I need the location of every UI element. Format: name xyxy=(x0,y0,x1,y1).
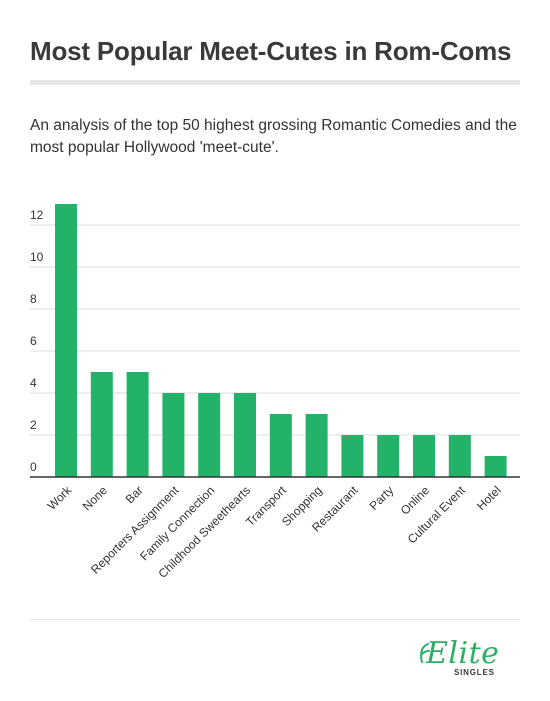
bar xyxy=(234,393,256,477)
logo-subtext: SINGLES xyxy=(454,668,495,677)
bar xyxy=(269,414,292,477)
bar xyxy=(305,414,328,477)
x-tick-label: Party xyxy=(367,483,397,513)
bar xyxy=(162,393,185,477)
y-tick-label: 10 xyxy=(30,250,44,264)
bars xyxy=(30,204,520,478)
y-tick-label: 0 xyxy=(30,460,37,474)
y-tick-label: 4 xyxy=(30,376,37,390)
chart-subtitle: An analysis of the top 50 highest grossi… xyxy=(30,117,517,156)
x-tick-label: Online xyxy=(398,483,433,518)
x-tick-label: Hotel xyxy=(474,483,504,513)
y-tick-label: 12 xyxy=(30,208,44,222)
title-divider xyxy=(30,80,520,85)
y-tick-label: 2 xyxy=(30,418,37,432)
leaf-icon xyxy=(420,643,430,663)
y-tick-label: 8 xyxy=(30,292,37,306)
bar xyxy=(55,204,77,477)
y-axis-ticks: 0 2 4 6 8 10 12 xyxy=(30,208,44,474)
x-tick-label: Bar xyxy=(123,483,146,506)
x-tick-label: Work xyxy=(45,483,75,513)
elite-singles-logo: Elite SINGLES xyxy=(418,636,518,680)
y-tick-label: 6 xyxy=(30,334,37,348)
bar xyxy=(198,393,221,477)
bar xyxy=(413,435,435,477)
footer-divider xyxy=(30,619,520,620)
bar xyxy=(377,435,400,477)
x-tick-label: None xyxy=(80,483,110,513)
logo-wordmark: Elite xyxy=(426,636,500,671)
bar xyxy=(448,435,471,477)
bar xyxy=(90,372,113,477)
bar xyxy=(484,456,507,477)
bar xyxy=(126,372,149,477)
chart-title: Most Popular Meet-Cutes in Rom-Coms xyxy=(30,36,512,66)
bar xyxy=(341,435,364,477)
